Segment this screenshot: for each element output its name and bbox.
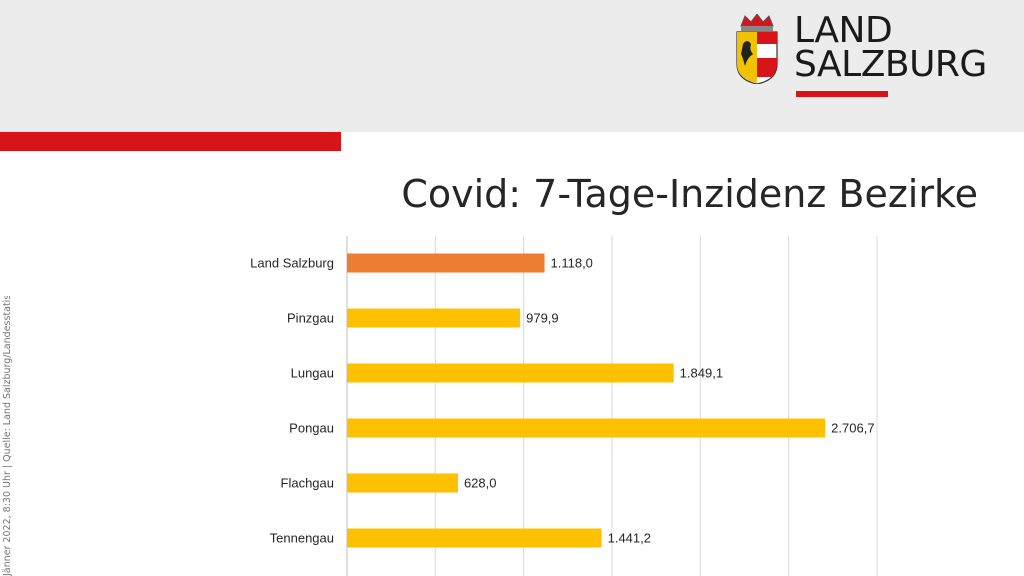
bar-pinzgau [347, 308, 521, 328]
logo-underline [796, 91, 888, 97]
logo-line-2: SALZBURG [794, 44, 987, 85]
category-label: Land Salzburg [250, 256, 334, 271]
logo-line-1: LAND [794, 10, 893, 51]
value-label: 628,0 [464, 476, 497, 491]
accent-red-bar [0, 132, 341, 151]
header-band [0, 0, 1024, 132]
value-label: 1.118,0 [551, 256, 593, 271]
value-label: 2.706,7 [831, 421, 874, 436]
bar-pongau [347, 418, 826, 438]
value-label: 1.441,2 [608, 531, 651, 546]
category-label: Flachgau [281, 476, 334, 491]
salzburg-crest-icon [736, 14, 778, 84]
bar-flachgau [347, 473, 458, 493]
logo-wordmark: LAND SALZBURG [794, 10, 987, 85]
category-label: Pongau [289, 421, 334, 436]
chart-title: Covid: 7-Tage-Inzidenz Bezirke [401, 172, 978, 216]
bar-tennengau [347, 528, 602, 548]
value-label: 979,9 [526, 311, 559, 326]
bar-lungau [347, 363, 674, 383]
category-label: Pinzgau [287, 311, 334, 326]
category-label: Tennengau [270, 531, 334, 546]
value-label: 1.849,1 [680, 366, 723, 381]
category-label: Lungau [291, 366, 334, 381]
bar-land-salzburg [347, 253, 545, 273]
